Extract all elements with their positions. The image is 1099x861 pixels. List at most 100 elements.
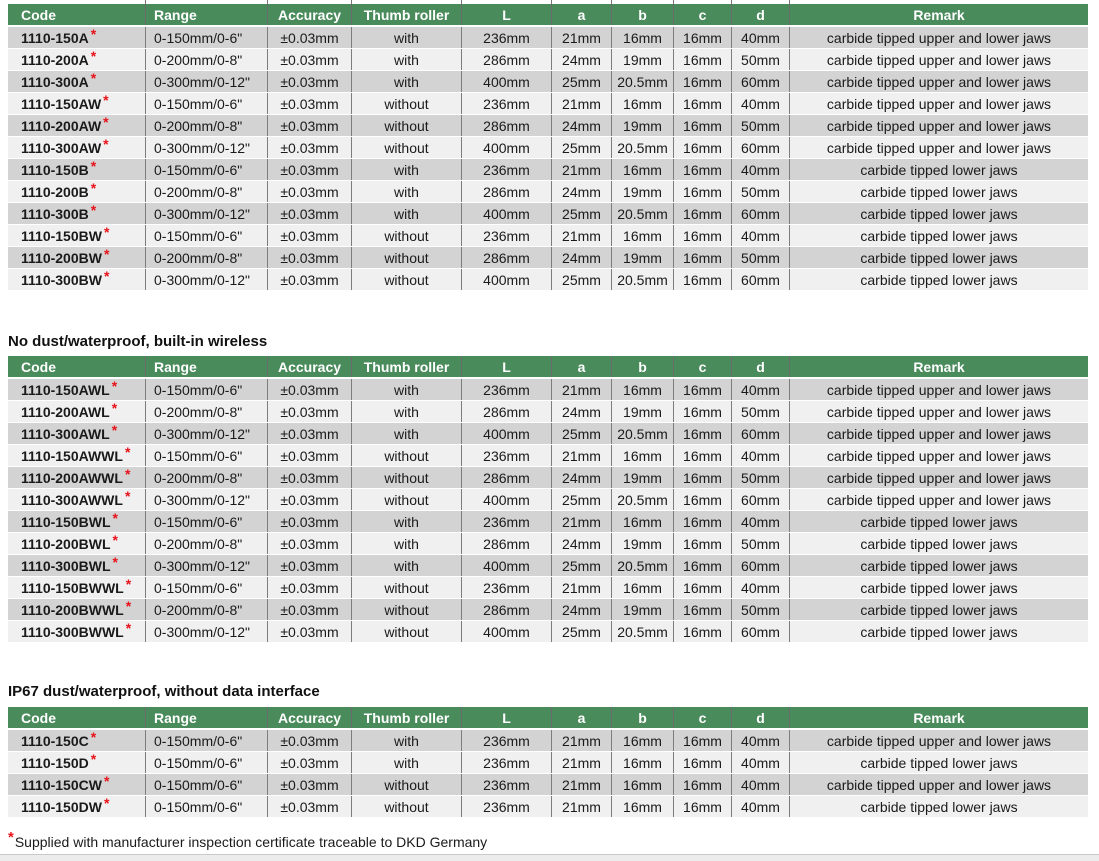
cell-accuracy: ±0.03mm [268, 555, 352, 576]
table-row: 1110-150AWWL * 0-150mm/0-6" ±0.03mm without 2… [8, 445, 1088, 467]
cell-accuracy: ±0.03mm [268, 159, 352, 180]
certificate-asterisk: * [112, 533, 118, 548]
cell-code: 1110-150BWL * [8, 511, 146, 532]
cell-thumb-roller: with [352, 511, 462, 532]
certificate-asterisk: * [90, 159, 97, 174]
cell-l: 286mm [462, 49, 552, 70]
cell-a: 24mm [552, 115, 612, 136]
cell-c: 16mm [674, 401, 732, 422]
cell-remark: carbide tipped upper and lower jaws [826, 139, 1052, 156]
cell-remark: carbide tipped upper and lower jaws [826, 425, 1052, 442]
cell-d: 40mm [732, 577, 790, 598]
cell-code: 1110-200AWL * [8, 401, 146, 422]
cell-accuracy: ±0.03mm [268, 115, 352, 136]
cell-code: 1110-150AW * [8, 93, 146, 114]
cell-code: 1110-150B * [8, 159, 146, 180]
cell-c: 16mm [674, 203, 732, 224]
product-code: 1110-200AWWL [21, 469, 123, 486]
cell-a: 21mm [552, 445, 612, 466]
cell-range: 0-150mm/0-6" [146, 159, 268, 180]
table-row: 1110-300AWL * 0-300mm/0-12" ±0.03mm with 400m… [8, 423, 1088, 445]
cell-range: 0-150mm/0-6" [146, 445, 268, 466]
cell-thumb-roller: without [352, 93, 462, 114]
cell-thumb-roller: without [352, 269, 462, 290]
cell-range: 0-150mm/0-6" [146, 730, 268, 751]
column-header-c: c [674, 4, 732, 25]
column-header-accuracy: Accuracy [268, 356, 352, 377]
column-header-b: b [612, 4, 674, 25]
product-code: 1110-300AW [21, 139, 102, 156]
cell-range: 0-300mm/0-12" [146, 71, 268, 92]
cell-d: 60mm [732, 621, 790, 642]
cell-l: 236mm [462, 577, 552, 598]
cell-range: 0-200mm/0-8" [146, 181, 268, 202]
cell-l: 236mm [462, 225, 552, 246]
product-code: 1110-150C [21, 732, 89, 749]
cell-c: 16mm [674, 511, 732, 532]
cell-c: 16mm [674, 533, 732, 554]
cell-a: 21mm [552, 159, 612, 180]
cell-d: 40mm [732, 379, 790, 400]
certificate-asterisk: * [90, 181, 97, 196]
product-code: 1110-300A [21, 73, 89, 90]
cell-b: 20.5mm [612, 203, 674, 224]
certificate-asterisk: * [90, 49, 97, 64]
cell-remark: carbide tipped upper and lower jaws [826, 51, 1052, 68]
cell-code: 1110-200BW * [8, 247, 146, 268]
cell-thumb-roller: with [352, 203, 462, 224]
cell-c: 16mm [674, 225, 732, 246]
cell-a: 21mm [552, 730, 612, 751]
product-code: 1110-150D [21, 754, 89, 771]
table-row: 1110-200AWL * 0-200mm/0-8" ±0.03mm with 286mm… [8, 401, 1088, 423]
cell-l: 400mm [462, 203, 552, 224]
cell-l: 400mm [462, 137, 552, 158]
table-row: 1110-300AW * 0-300mm/0-12" ±0.03mm without 40… [8, 137, 1088, 159]
cell-d: 60mm [732, 423, 790, 444]
table-row: 1110-150C * 0-150mm/0-6" ±0.03mm with 236mm 21… [8, 730, 1088, 752]
cell-d: 40mm [732, 159, 790, 180]
cell-code: 1110-300A * [8, 71, 146, 92]
cell-a: 21mm [552, 225, 612, 246]
cell-a: 24mm [552, 401, 612, 422]
column-header-b: b [612, 356, 674, 377]
product-code: 1110-300AWWL [21, 491, 123, 508]
table-row: 1110-200A * 0-200mm/0-8" ±0.03mm with 286mm 24… [8, 49, 1088, 71]
column-header-thumb-roller: Thumb roller [352, 707, 462, 728]
cell-thumb-roller: with [352, 730, 462, 751]
table-row: 1110-150A * 0-150mm/0-6" ±0.03mm with 236mm 21… [8, 27, 1088, 49]
product-code: 1110-150BWWL [21, 579, 124, 596]
cell-l: 400mm [462, 621, 552, 642]
column-header-thumb-roller: Thumb roller [352, 356, 462, 377]
certificate-asterisk: * [103, 247, 110, 262]
cell-d: 60mm [732, 203, 790, 224]
cell-remark: carbide tipped lower jaws [860, 271, 1018, 288]
cell-a: 21mm [552, 27, 612, 48]
cell-a: 21mm [552, 796, 612, 817]
cell-b: 20.5mm [612, 621, 674, 642]
cell-a: 24mm [552, 533, 612, 554]
cell-thumb-roller: without [352, 115, 462, 136]
product-code: 1110-200BW [21, 249, 102, 266]
cell-thumb-roller: without [352, 247, 462, 268]
cell-c: 16mm [674, 489, 732, 510]
cell-remark: carbide tipped upper and lower jaws [826, 381, 1052, 398]
cell-d: 50mm [732, 49, 790, 70]
cell-c: 16mm [674, 159, 732, 180]
cell-a: 25mm [552, 203, 612, 224]
cell-d: 40mm [732, 511, 790, 532]
footnote-text: Supplied with manufacturer inspection ce… [14, 834, 488, 850]
cell-range: 0-150mm/0-6" [146, 225, 268, 246]
certificate-asterisk: * [124, 445, 131, 460]
cell-range: 0-200mm/0-8" [146, 599, 268, 620]
cell-thumb-roller: without [352, 137, 462, 158]
table-row: 1110-300A * 0-300mm/0-12" ±0.03mm with 400mm 2… [8, 71, 1088, 93]
certificate-asterisk: * [125, 599, 132, 614]
cell-a: 25mm [552, 423, 612, 444]
product-code: 1110-200AWL [21, 403, 110, 420]
cell-accuracy: ±0.03mm [268, 599, 352, 620]
cell-accuracy: ±0.03mm [268, 621, 352, 642]
cell-b: 16mm [612, 159, 674, 180]
column-header-c: c [674, 356, 732, 377]
